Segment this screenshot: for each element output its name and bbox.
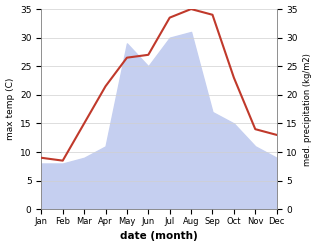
Y-axis label: med. precipitation (kg/m2): med. precipitation (kg/m2) bbox=[303, 53, 313, 165]
Y-axis label: max temp (C): max temp (C) bbox=[5, 78, 15, 140]
X-axis label: date (month): date (month) bbox=[120, 231, 198, 242]
